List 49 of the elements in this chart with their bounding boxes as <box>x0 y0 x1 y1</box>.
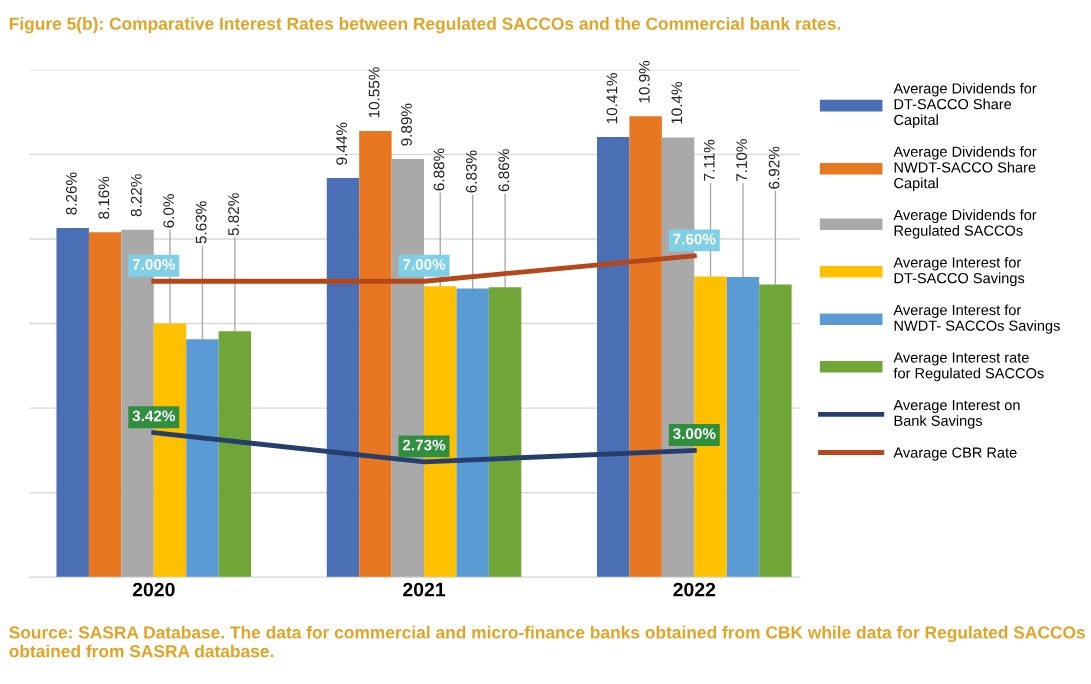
data-label: 7.00% <box>132 259 176 270</box>
bar <box>186 339 219 578</box>
legend-label: Average Dividends for NWDT-SACCO Share Capital <box>893 146 1037 192</box>
data-label: 5.82% <box>228 193 239 236</box>
bar <box>56 227 89 578</box>
bar <box>759 284 792 578</box>
legend-label: Average Interest for DT-SACCO Savings <box>893 256 1025 287</box>
legend-label: Average Dividends for Regulated SACCOs <box>893 209 1037 239</box>
data-label: 9.89% <box>401 103 412 146</box>
bar <box>597 137 630 578</box>
data-label: 7.10% <box>736 139 748 182</box>
legend-label: Average Dividends for DT-SACCO Share Capital <box>893 82 1037 128</box>
data-label: 9.44% <box>336 122 348 165</box>
data-label: 8.22% <box>130 174 142 217</box>
bar <box>218 331 252 578</box>
bar <box>326 178 360 578</box>
data-label: 8.16% <box>98 176 110 219</box>
bar <box>359 131 392 578</box>
x-tick-label: 2021 <box>403 582 446 597</box>
legend-label: Average Interest for NWDT- SACCOs Savings <box>893 304 1060 334</box>
data-label: 3.00% <box>672 428 716 440</box>
data-label: 10.9% <box>638 60 650 103</box>
legend-label: Average Interest on Bank Savings <box>893 400 1020 429</box>
x-tick-label: 2020 <box>132 582 175 597</box>
data-label: 6.88% <box>433 148 445 191</box>
x-tick-label: 2022 <box>673 582 716 597</box>
data-label: 6.92% <box>768 146 780 189</box>
data-label: 10.55% <box>368 67 380 118</box>
chart-title: Figure 5(b): Comparative Interest Rates between Regulated SACCOs and the Commercial bank rates. <box>9 17 841 34</box>
data-label: 5.63% <box>195 201 207 244</box>
bar <box>726 277 760 578</box>
bar <box>629 116 662 578</box>
data-label: 8.26% <box>65 172 77 215</box>
data-label: 10.4% <box>671 81 683 124</box>
legend-label: Avarage CBR Rate <box>893 447 1017 461</box>
data-label: 2.73% <box>402 439 446 451</box>
data-label: 6.83% <box>465 150 477 193</box>
data-label: 7.11% <box>703 139 715 181</box>
bar <box>88 232 122 578</box>
data-label: 3.42% <box>132 410 176 422</box>
bar <box>456 288 489 578</box>
bar <box>488 287 522 578</box>
source-note: Source: SASRA Database. The data for commercial and micro-finance banks obtained from CBK while data for Regulated SACCOs obtained from SASRA database. <box>9 625 1085 658</box>
legend-label: Average Interest rate for Regulated SACCOs <box>893 352 1044 382</box>
data-label: 6.0% <box>163 194 175 228</box>
data-label: 7.00% <box>403 259 446 270</box>
data-label: 7.60% <box>673 233 716 245</box>
data-label: 10.41% <box>606 73 618 124</box>
data-label: 6.86% <box>498 149 510 192</box>
